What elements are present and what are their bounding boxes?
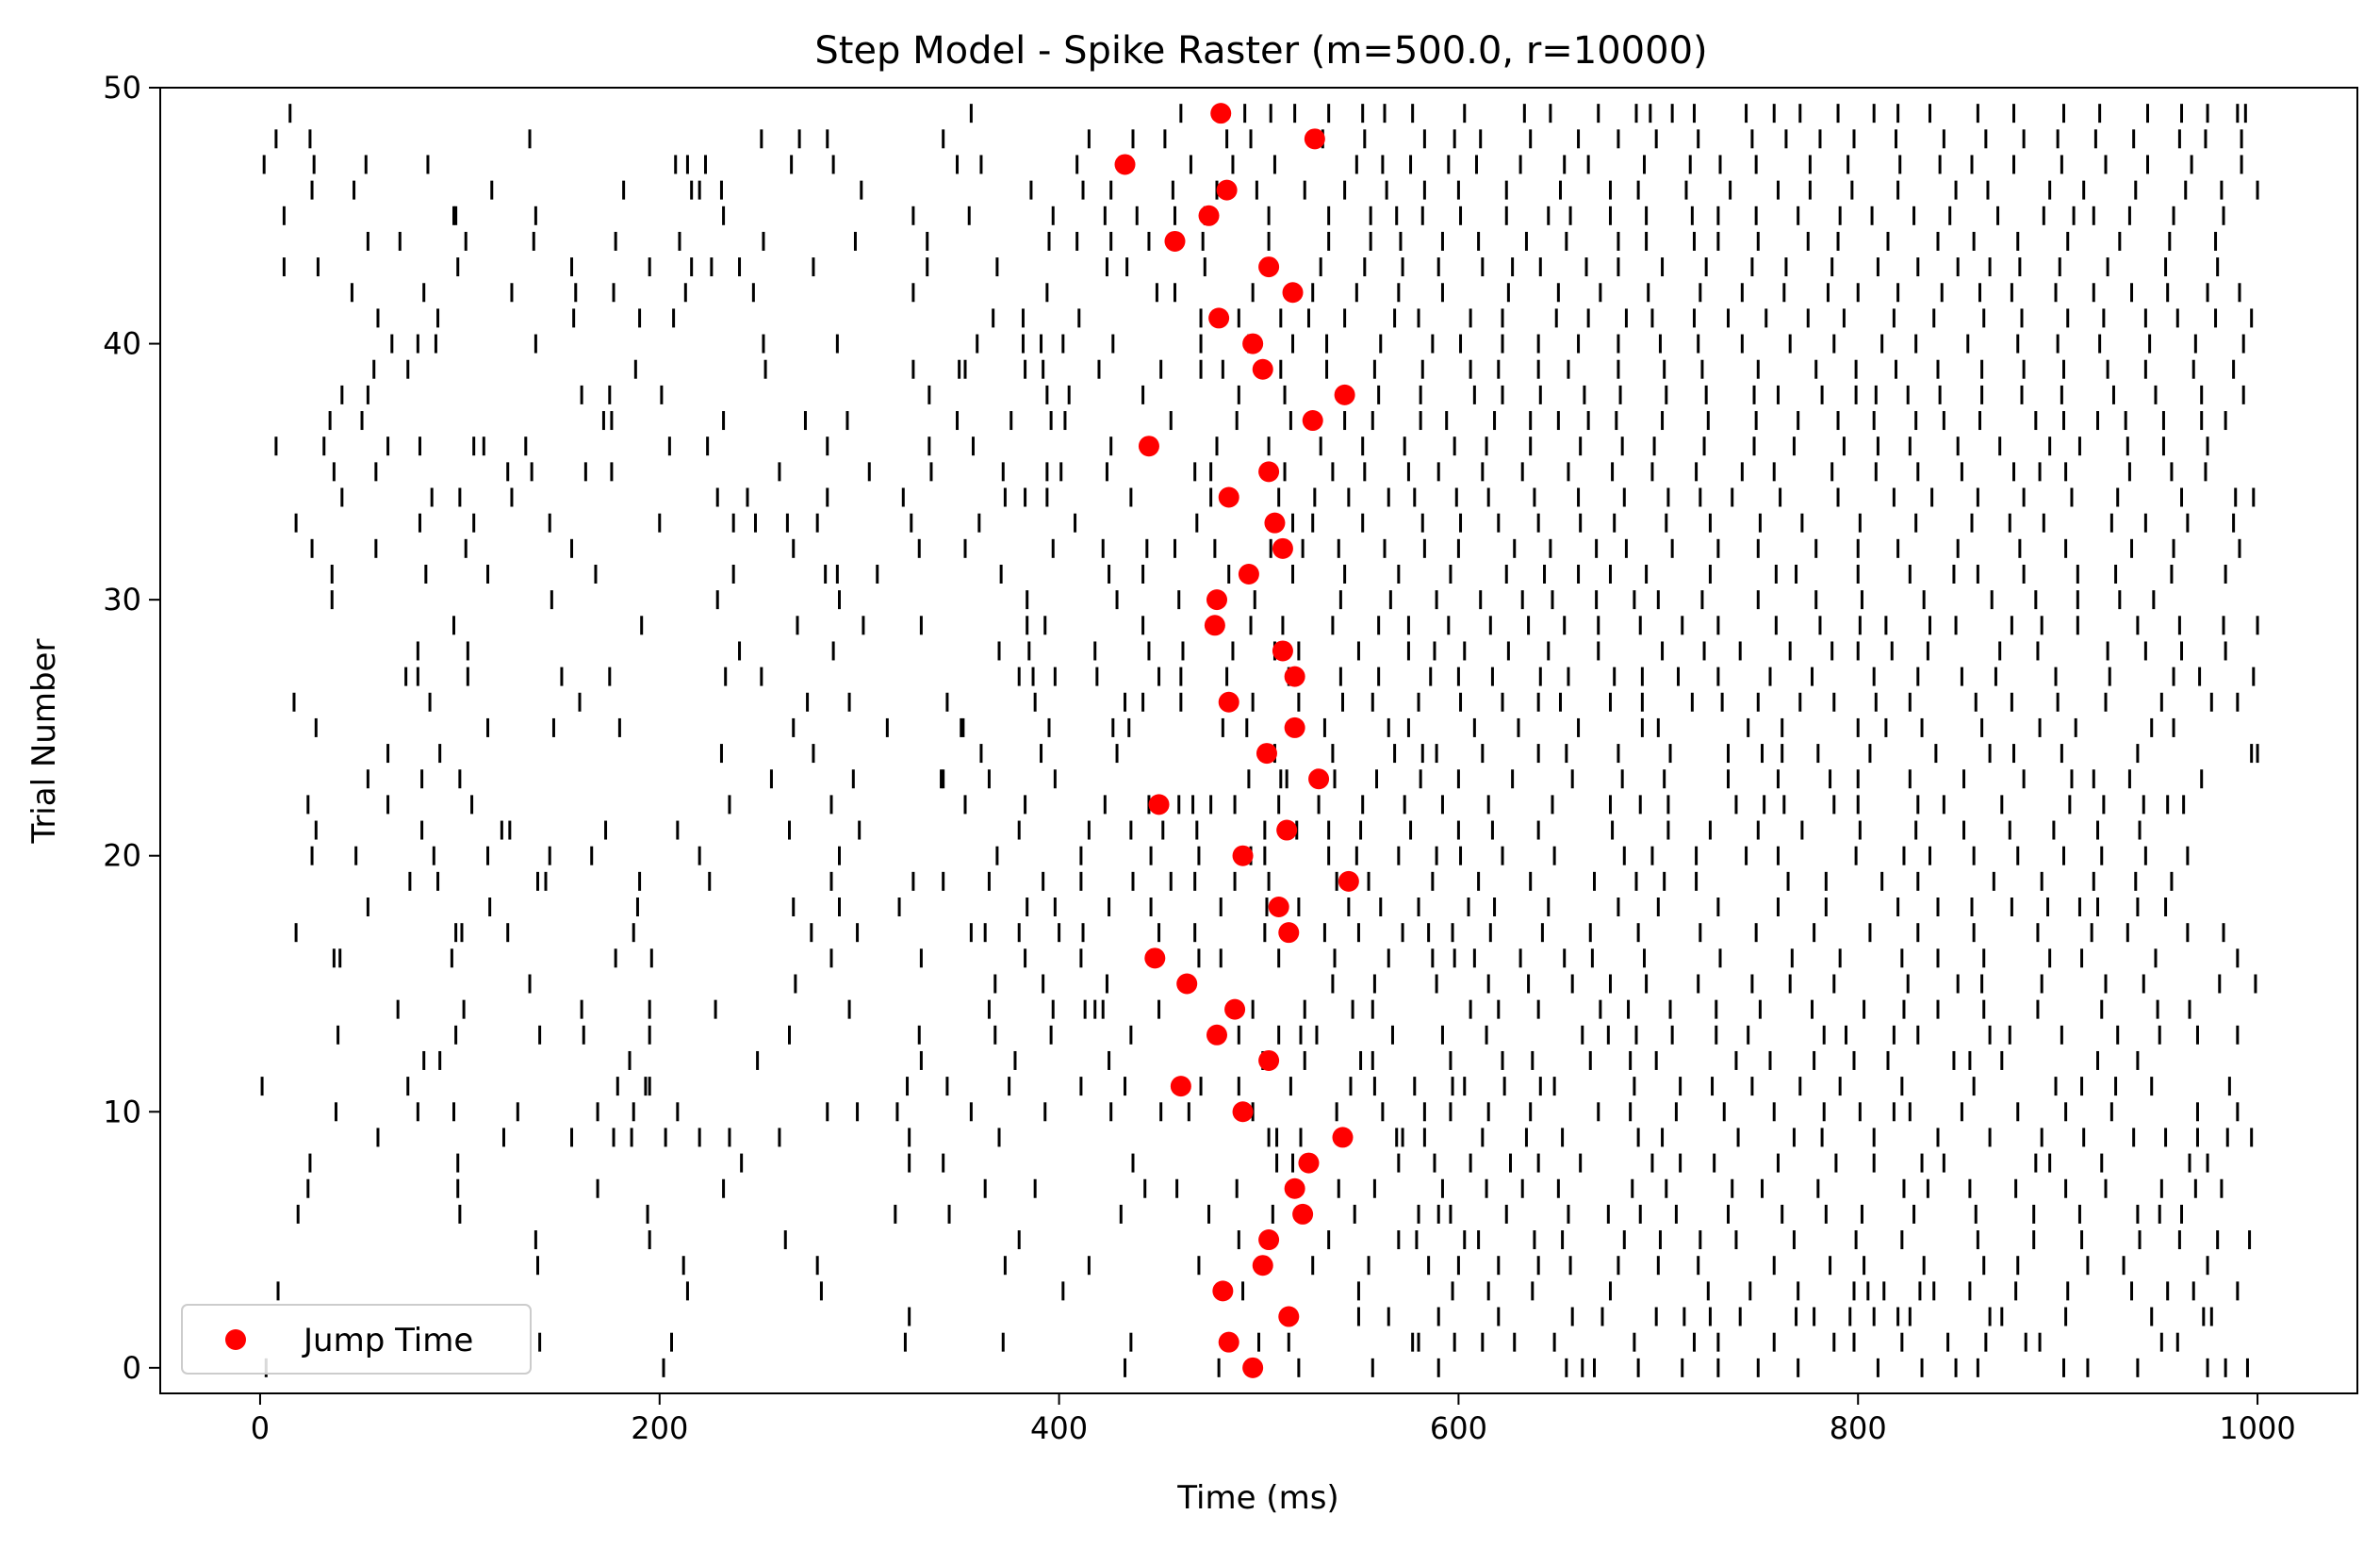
- chart-title: Step Model - Spike Raster (m=500.0, r=10…: [814, 29, 1707, 73]
- y-tick-label: 0: [123, 1350, 141, 1386]
- jump-time-point: [1252, 358, 1273, 380]
- x-axis-label: Time (ms): [1176, 1479, 1338, 1517]
- jump-time-point: [1238, 563, 1259, 585]
- plot-area-frame: [159, 87, 2358, 1394]
- jump-time-point: [1210, 103, 1232, 124]
- x-tick-label: 400: [1030, 1410, 1088, 1446]
- jump-time-point: [1334, 384, 1355, 405]
- jump-time-point: [1258, 1229, 1280, 1251]
- jump-time-point: [1218, 486, 1239, 508]
- jump-time-point: [1264, 512, 1286, 534]
- x-tick-label: 1000: [2219, 1410, 2295, 1446]
- y-tick-label: 50: [103, 70, 141, 106]
- jump-time-point: [1218, 1331, 1239, 1353]
- jump-time-point: [1258, 461, 1280, 483]
- jump-time-point: [1304, 128, 1325, 150]
- jump-time-point: [1332, 1127, 1354, 1148]
- jump-time-point: [1258, 256, 1280, 278]
- jump-time-point: [1232, 845, 1254, 866]
- jump-time-point: [1272, 537, 1293, 559]
- y-tick-label: 10: [103, 1094, 141, 1129]
- jump-time-point: [1208, 307, 1230, 329]
- jump-time-point: [1292, 1203, 1314, 1225]
- y-tick-label: 20: [103, 838, 141, 874]
- jump-time-point: [1242, 1357, 1264, 1378]
- x-tick-label: 200: [631, 1410, 688, 1446]
- jump-time-point: [1272, 640, 1293, 662]
- x-axis-ticks: 0 200 400 600 800 1000: [251, 1393, 2296, 1446]
- jump-points-layer: [1114, 103, 1359, 1378]
- jump-time-point: [1258, 1049, 1280, 1071]
- jump-time-point: [1278, 922, 1300, 944]
- y-axis-ticks: 0 10 20 30 40 50: [103, 70, 160, 1386]
- jump-time-point: [1176, 973, 1198, 995]
- jump-time-point: [1164, 230, 1186, 252]
- y-axis-label: Trial Number: [25, 639, 63, 845]
- legend: Jump Time: [181, 1304, 532, 1375]
- jump-time-point: [1338, 870, 1359, 892]
- jump-time-point: [1276, 819, 1298, 841]
- jump-time-point: [1298, 1152, 1320, 1174]
- jump-time-point: [1138, 436, 1159, 457]
- jump-time-point: [1252, 1255, 1273, 1276]
- y-tick-label: 30: [103, 582, 141, 618]
- jump-time-point: [1216, 179, 1238, 201]
- x-tick-label: 600: [1430, 1410, 1487, 1446]
- y-tick-label: 40: [103, 326, 141, 362]
- jump-time-point: [1218, 691, 1239, 713]
- legend-box: [181, 1304, 532, 1375]
- jump-time-point: [1278, 1306, 1300, 1327]
- jump-time-point: [1302, 410, 1323, 432]
- jump-time-point: [1256, 743, 1277, 765]
- legend-jump-time-label: Jump Time: [302, 1322, 473, 1359]
- jump-time-point: [1282, 282, 1304, 304]
- jump-time-point: [1268, 897, 1289, 918]
- x-tick-label: 800: [1830, 1410, 1887, 1446]
- jump-time-point: [1206, 589, 1227, 611]
- jump-time-point: [1284, 1177, 1305, 1199]
- jump-time-point: [1212, 1280, 1234, 1302]
- jump-time-point: [1206, 1024, 1227, 1046]
- jump-time-point: [1284, 666, 1305, 687]
- jump-time-point: [1308, 768, 1330, 790]
- jump-time-point: [1224, 998, 1246, 1020]
- jump-time-point: [1232, 1101, 1254, 1123]
- legend-jump-time-marker: [225, 1329, 246, 1350]
- jump-time-point: [1114, 154, 1136, 175]
- jump-time-point: [1242, 333, 1264, 354]
- jump-time-point: [1170, 1076, 1191, 1097]
- jump-time-point: [1144, 947, 1166, 969]
- jump-time-point: [1148, 794, 1170, 815]
- jump-time-point: [1284, 716, 1305, 738]
- x-tick-label: 0: [251, 1410, 270, 1446]
- jump-time-point: [1204, 615, 1225, 636]
- jump-time-point: [1198, 205, 1220, 226]
